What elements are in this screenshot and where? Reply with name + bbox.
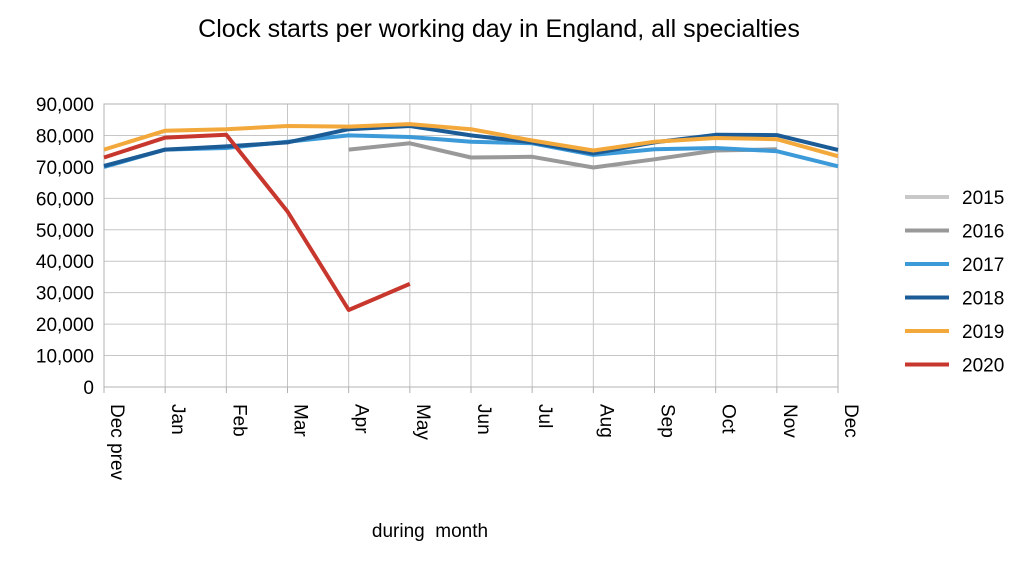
series-line-2018 [103, 124, 839, 168]
chart-title: Clock starts per working day in England,… [198, 15, 800, 43]
y-tick-label: 20,000 [36, 315, 94, 336]
y-tick-label: 80,000 [36, 126, 94, 147]
series-2018 [103, 124, 839, 168]
y-tick-label: 70,000 [36, 158, 94, 179]
y-tick-label: 10,000 [36, 347, 94, 368]
legend-label-2015: 2015 [962, 188, 1004, 209]
y-tick-label: 40,000 [36, 252, 94, 273]
y-tick-label: 50,000 [36, 221, 94, 242]
legend-label-2018: 2018 [962, 289, 1004, 310]
series-line-2016 [348, 141, 777, 170]
x-tick-label: Nov [779, 404, 800, 438]
series-lines [103, 122, 839, 312]
legend-label-2019: 2019 [962, 322, 1004, 343]
legend-item-2017: 2017 [905, 255, 1004, 276]
y-tick-label: 60,000 [36, 189, 94, 210]
legend: 2015 2016 2017 2018 2019 2020 [905, 188, 1004, 377]
series-2020 [103, 132, 411, 312]
series-2019 [103, 122, 839, 159]
legend-item-2015: 2015 [905, 188, 1004, 209]
y-tick-label: 90,000 [36, 95, 94, 116]
x-tick-label: Oct [718, 404, 739, 434]
x-tick-label: Dec [840, 404, 861, 438]
series-line-2020 [103, 132, 411, 312]
legend-label-2017: 2017 [962, 255, 1004, 276]
legend-item-2016: 2016 [905, 222, 1004, 243]
x-tick-label: Mar [290, 404, 311, 437]
x-tick-label: Sep [657, 404, 678, 438]
plot-area-border [103, 103, 839, 388]
legend-label-2016: 2016 [962, 222, 1004, 243]
series-2016 [348, 141, 777, 170]
x-tick-label: May [412, 404, 433, 440]
x-tick-label: Jan [167, 404, 188, 435]
legend-item-2020: 2020 [905, 356, 1004, 377]
x-tick-label: Aug [595, 404, 616, 438]
y-tick-label: 0 [83, 378, 94, 399]
series-line-2019 [103, 122, 839, 159]
legend-item-2019: 2019 [905, 322, 1004, 343]
x-tick-label: Apr [351, 404, 372, 434]
axes: 0 10,000 20,000 30,000 40,000 50,000 60,000 70,… [36, 95, 861, 481]
x-tick-label: Jun [473, 404, 494, 435]
x-axis-title: during month [372, 521, 488, 542]
x-tick-label: Feb [228, 404, 249, 437]
x-tick-label: Jul [534, 404, 555, 428]
x-tick-label: Dec prev [106, 404, 127, 481]
y-tick-label: 30,000 [36, 284, 94, 305]
legend-label-2020: 2020 [962, 356, 1004, 377]
legend-item-2018: 2018 [905, 289, 1004, 310]
